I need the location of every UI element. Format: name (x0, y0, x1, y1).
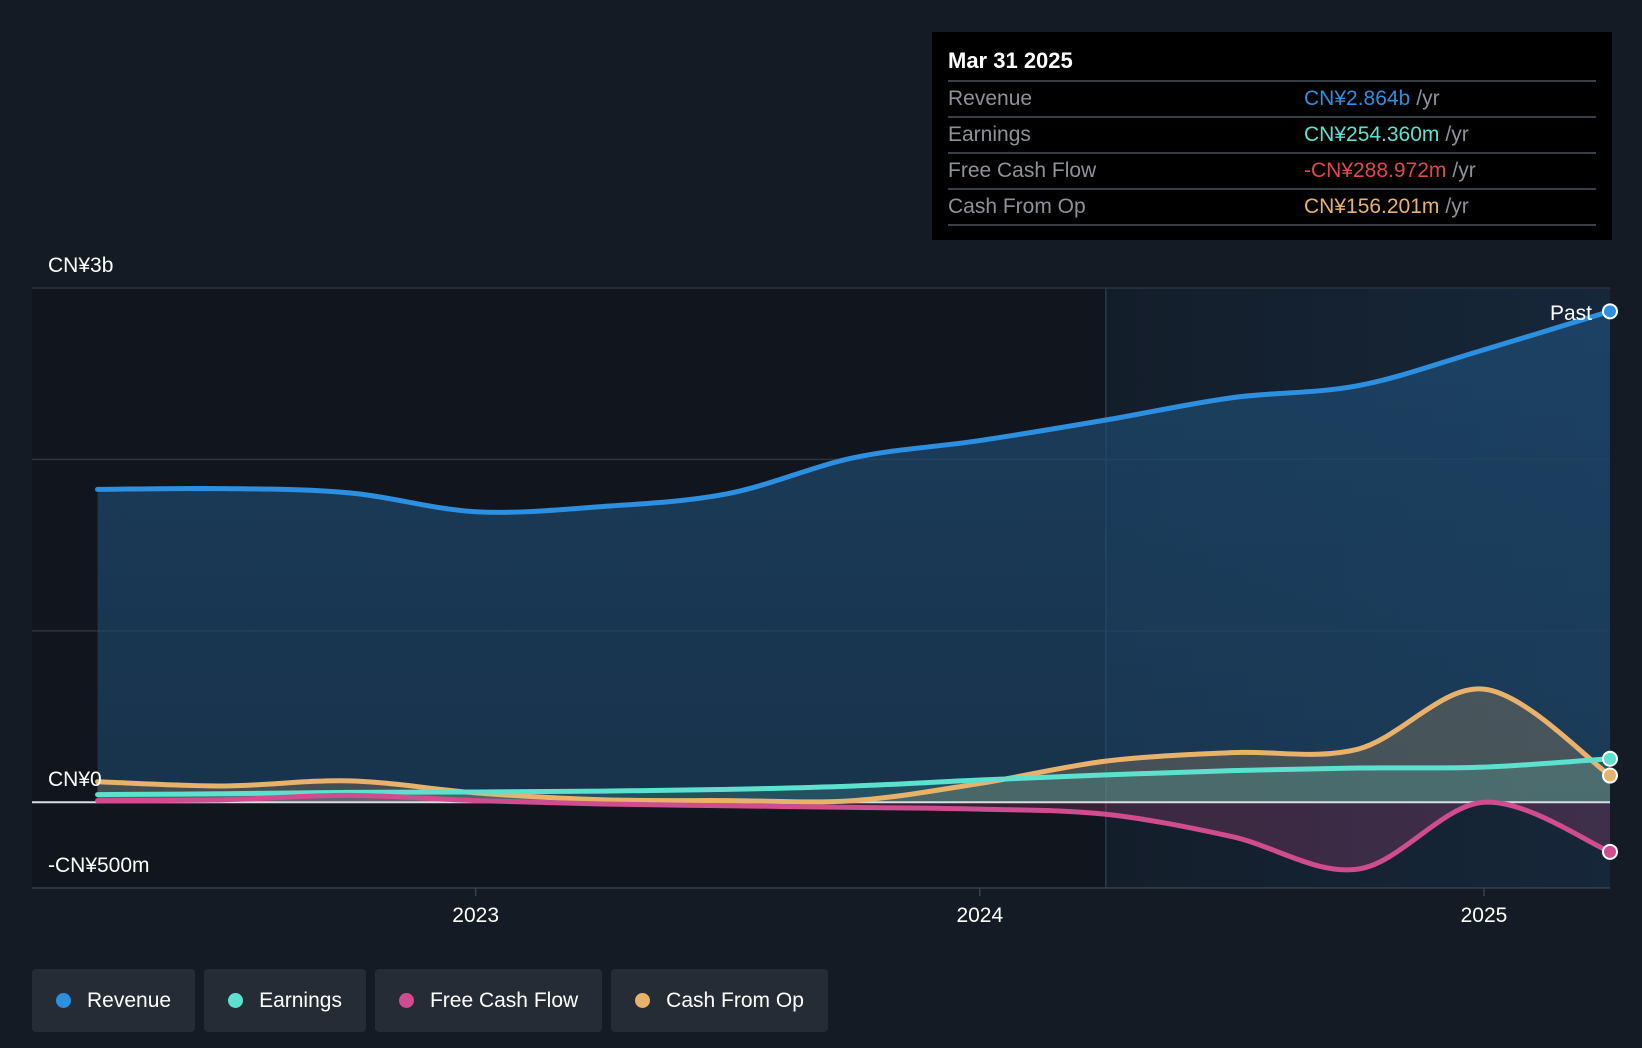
legend-dot-icon (56, 993, 71, 1008)
cash-from-op-line (95, 686, 1613, 805)
tooltip-value: -CN¥288.972m (1304, 159, 1447, 182)
free-cash-flow-endpoint (1602, 843, 1618, 860)
revenue-area (97, 311, 1611, 803)
legend-dot-icon (398, 993, 414, 1008)
y-tick-label-top: CN¥3b (48, 254, 113, 277)
legend-dot-icon (228, 993, 244, 1008)
tooltip-unit: /yr (1445, 195, 1469, 218)
x-tick-label: 2025 (1461, 904, 1508, 927)
series-areas (97, 311, 1611, 870)
x-axis: 2023 2024 2025 (452, 888, 1507, 927)
tooltip-row-cash-from-op: Cash From Op CN¥156.201m /yr (948, 190, 1596, 226)
tooltip-unit: /yr (1452, 159, 1476, 182)
tooltip-row-earnings: Earnings CN¥254.360m /yr (948, 118, 1596, 154)
cash-from-op-endpoint (1602, 767, 1618, 784)
legend-label: Cash From Op (666, 988, 804, 1012)
series-lines (95, 308, 1613, 873)
past-label: Past (1550, 302, 1592, 325)
tooltip-row-revenue: Revenue CN¥2.864b /yr (948, 82, 1596, 118)
x-tick-label: 2024 (956, 904, 1003, 927)
legend-item-cash-from-op[interactable]: Cash From Op (611, 969, 828, 1032)
tooltip-label: Cash From Op (948, 195, 1086, 218)
tooltip-label: Revenue (948, 87, 1033, 110)
free-cash-flow-line (95, 792, 1613, 873)
earnings-area (97, 758, 1611, 803)
tooltip-value: CN¥254.360m (1304, 123, 1440, 146)
cash-from-op-area (97, 688, 1611, 803)
y-tick-label-bottom: -CN¥500m (48, 854, 150, 877)
legend-label: Free Cash Flow (429, 988, 579, 1012)
tooltip-date: Mar 31 2025 (948, 46, 1596, 82)
legend-label: Earnings (259, 988, 342, 1012)
legend-dot-icon (635, 993, 651, 1008)
revenue-endpoint (1602, 303, 1618, 320)
tooltip-value: CN¥2.864b (1304, 87, 1411, 110)
tooltip-unit: /yr (1416, 87, 1440, 110)
chart-legend: Revenue Earnings Free Cash Flow Cash Fro… (32, 969, 828, 1032)
y-tick-label-zero: CN¥0 (48, 768, 102, 791)
legend-item-revenue[interactable]: Revenue (32, 969, 196, 1032)
tooltip-label: Free Cash Flow (948, 159, 1097, 182)
earnings-endpoint (1602, 750, 1618, 767)
legend-item-earnings[interactable]: Earnings (204, 969, 366, 1032)
legend-label: Revenue (87, 988, 172, 1012)
earnings-line (95, 756, 1613, 798)
data-tooltip: Mar 31 2025 Revenue CN¥2.864b /yr Earnin… (932, 32, 1612, 240)
legend-item-free-cash-flow[interactable]: Free Cash Flow (374, 969, 603, 1032)
tooltip-label: Earnings (948, 123, 1031, 146)
tooltip-row-free-cash-flow: Free Cash Flow -CN¥288.972m /yr (948, 154, 1596, 190)
free-cash-flow-area (97, 795, 1611, 870)
tooltip-unit: /yr (1445, 123, 1469, 146)
revenue-line (95, 308, 1613, 515)
tooltip-value: CN¥156.201m (1304, 195, 1440, 218)
series-endpoints (1602, 303, 1618, 860)
x-tick-label: 2023 (452, 904, 499, 927)
